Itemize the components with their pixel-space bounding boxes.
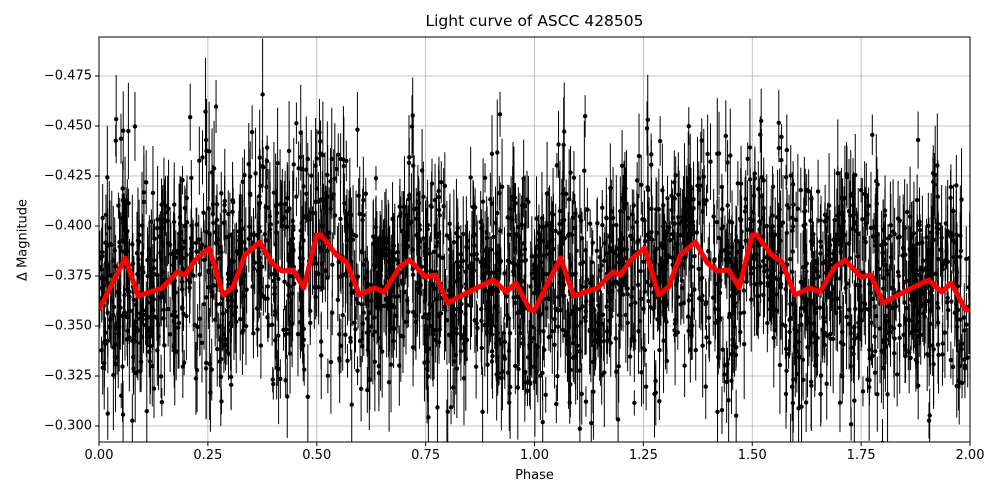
y-tick-label: −0.450 [43, 118, 92, 134]
y-tick-label: −0.300 [43, 418, 92, 434]
chart-title: Light curve of ASCC 428505 [425, 12, 644, 30]
x-tick-label: 0.25 [193, 448, 223, 463]
x-tick-label: 0.00 [84, 448, 114, 463]
x-tick-label: 1.50 [737, 448, 767, 463]
x-tick-label: 1.25 [628, 448, 658, 463]
y-tick-label: −0.425 [43, 168, 92, 184]
model-curve [99, 232, 970, 313]
x-tick-label: 1.75 [846, 448, 876, 463]
x-tick-label: 2.00 [955, 448, 985, 463]
x-tick-label: 1.00 [520, 448, 549, 463]
y-tick-label: −0.375 [43, 268, 92, 284]
x-tick-label: 0.50 [302, 448, 332, 463]
y-tick-label: −0.325 [43, 368, 92, 384]
x-axis-label: Phase [515, 468, 554, 483]
y-tick-label: −0.475 [43, 68, 92, 84]
y-axis-label: Δ Magnitude [15, 199, 31, 281]
y-tick-label: −0.400 [43, 218, 92, 234]
x-tick-label: 0.75 [411, 448, 441, 463]
y-tick-label: −0.350 [43, 318, 92, 334]
